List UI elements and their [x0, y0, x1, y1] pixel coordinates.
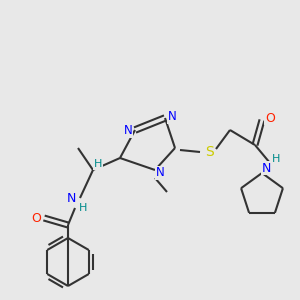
- Text: N: N: [261, 161, 271, 175]
- Text: O: O: [31, 212, 41, 224]
- Text: N: N: [124, 124, 132, 137]
- Text: H: H: [272, 154, 280, 164]
- Text: H: H: [94, 159, 102, 169]
- Text: H: H: [79, 203, 87, 213]
- Text: S: S: [205, 145, 213, 159]
- Text: N: N: [66, 193, 76, 206]
- Text: O: O: [265, 112, 275, 124]
- Text: N: N: [168, 110, 176, 124]
- Text: N: N: [156, 167, 164, 179]
